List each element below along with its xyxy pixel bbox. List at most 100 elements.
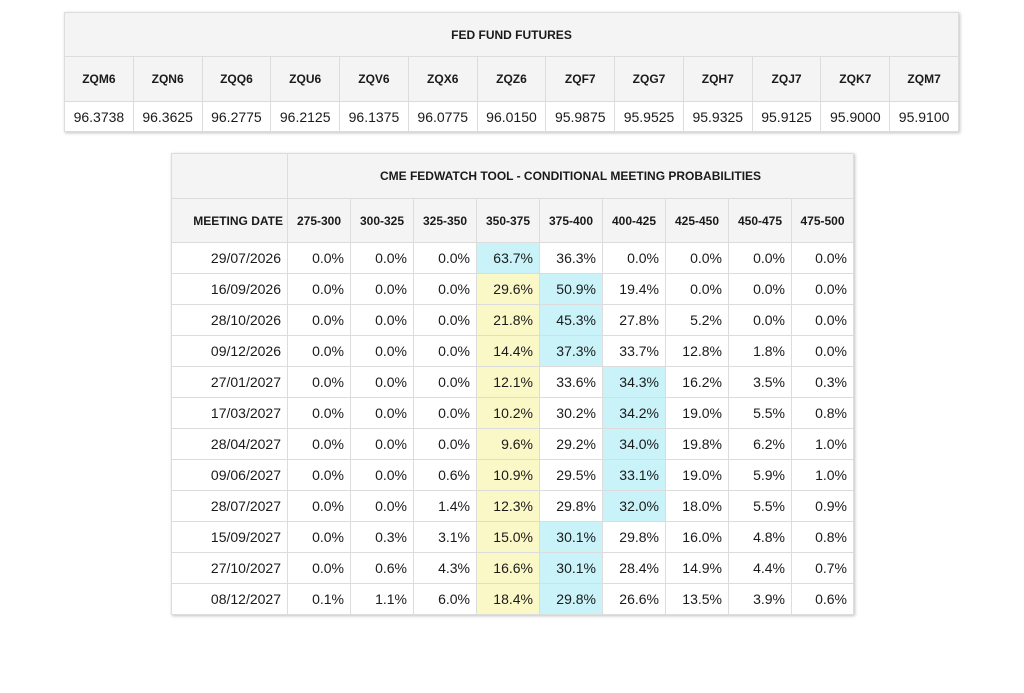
probability-cell: 4.4% — [728, 552, 792, 584]
probability-cell: 50.9% — [539, 273, 603, 305]
probability-cell: 21.8% — [476, 304, 540, 336]
fedwatch-corner-cell — [171, 153, 288, 199]
probability-cell: 1.4% — [413, 490, 477, 522]
probability-cell: 0.0% — [287, 428, 351, 460]
probability-cell: 19.4% — [602, 273, 666, 305]
probability-cell: 0.0% — [287, 397, 351, 429]
futures-contract-price: 95.9125 — [751, 101, 822, 132]
probability-cell: 19.8% — [665, 428, 729, 460]
meeting-row: 09/06/2027 0.0% 0.0% 0.6% 10.9% 29.5% 33.1% 19.… — [171, 459, 854, 491]
futures-contract-price: 96.0150 — [476, 101, 547, 132]
futures-contract-code: ZQU6 — [270, 56, 341, 102]
futures-contract-code: ZQX6 — [407, 56, 478, 102]
rate-range-header: 475-500 — [791, 198, 854, 243]
probability-cell: 10.2% — [476, 397, 540, 429]
probability-cell: 28.4% — [602, 552, 666, 584]
probability-cell: 0.0% — [791, 273, 854, 305]
futures-contract-price: 96.0775 — [407, 101, 478, 132]
futures-contract-price: 95.9100 — [889, 101, 959, 132]
probability-cell: 4.8% — [728, 521, 792, 553]
probability-cell: 0.0% — [413, 304, 477, 336]
probability-cell: 5.9% — [728, 459, 792, 491]
futures-contract-code: ZQM7 — [889, 56, 959, 102]
meeting-date: 28/04/2027 — [171, 428, 288, 460]
probability-cell: 1.0% — [791, 459, 854, 491]
meeting-date-header: MEETING DATE — [171, 198, 288, 243]
probability-cell: 6.0% — [413, 583, 477, 615]
probability-cell: 18.0% — [665, 490, 729, 522]
probability-cell: 0.0% — [413, 428, 477, 460]
probability-cell: 1.1% — [350, 583, 414, 615]
probability-cell: 0.0% — [413, 335, 477, 367]
meeting-row: 28/10/2026 0.0% 0.0% 0.0% 21.8% 45.3% 27.8% 5.2… — [171, 304, 854, 336]
rate-range-header: 425-450 — [665, 198, 729, 243]
meeting-row: 15/09/2027 0.0% 0.3% 3.1% 15.0% 30.1% 29.8% 16.… — [171, 521, 854, 553]
futures-contract-price: 95.9000 — [820, 101, 891, 132]
probability-cell: 12.3% — [476, 490, 540, 522]
probability-cell: 16.0% — [665, 521, 729, 553]
probability-cell: 1.0% — [791, 428, 854, 460]
futures-contract-price: 96.2125 — [270, 101, 341, 132]
futures-contract-code: ZQZ6 — [476, 56, 547, 102]
probability-cell: 14.9% — [665, 552, 729, 584]
probability-cell: 4.3% — [413, 552, 477, 584]
probability-cell: 34.2% — [602, 397, 666, 429]
probability-cell: 19.0% — [665, 397, 729, 429]
probability-cell: 0.0% — [350, 242, 414, 274]
futures-contract-price: 96.3738 — [64, 101, 134, 132]
meeting-date: 27/10/2027 — [171, 552, 288, 584]
probability-cell: 3.9% — [728, 583, 792, 615]
meeting-date: 16/09/2026 — [171, 273, 288, 305]
rate-range-header: 275-300 — [287, 198, 351, 243]
probability-cell: 29.2% — [539, 428, 603, 460]
futures-contract-code: ZQG7 — [614, 56, 684, 102]
probability-cell: 26.6% — [602, 583, 666, 615]
meeting-row: 29/07/2026 0.0% 0.0% 0.0% 63.7% 36.3% 0.0% 0.0%… — [171, 242, 854, 274]
probability-cell: 33.7% — [602, 335, 666, 367]
probability-cell: 0.0% — [602, 242, 666, 274]
rate-range-header: 350-375 — [476, 198, 540, 243]
futures-price-row: 96.3738 96.3625 96.2775 96.2125 96.1375 96.07… — [64, 101, 959, 132]
meeting-row: 28/04/2027 0.0% 0.0% 0.0% 9.6% 29.2% 34.0% 19.8… — [171, 428, 854, 460]
probability-cell: 34.0% — [602, 428, 666, 460]
probability-cell: 0.3% — [791, 366, 854, 398]
probability-cell: 19.0% — [665, 459, 729, 491]
futures-contract-code: ZQQ6 — [201, 56, 272, 102]
meeting-date: 15/09/2027 — [171, 521, 288, 553]
probability-cell: 33.1% — [602, 459, 666, 491]
futures-contract-price: 96.3625 — [132, 101, 203, 132]
meeting-date: 08/12/2027 — [171, 583, 288, 615]
meeting-row: 17/03/2027 0.0% 0.0% 0.0% 10.2% 30.2% 34.2% 19.… — [171, 397, 854, 429]
rate-range-header: 400-425 — [602, 198, 666, 243]
meeting-date: 29/07/2026 — [171, 242, 288, 274]
probability-cell: 29.8% — [539, 490, 603, 522]
rate-range-header: 375-400 — [539, 198, 603, 243]
probability-cell: 33.6% — [539, 366, 603, 398]
probability-cell: 0.0% — [413, 242, 477, 274]
probability-cell: 36.3% — [539, 242, 603, 274]
probability-cell: 0.0% — [728, 304, 792, 336]
meeting-date: 27/01/2027 — [171, 366, 288, 398]
probability-cell: 29.8% — [602, 521, 666, 553]
meeting-date: 28/10/2026 — [171, 304, 288, 336]
meeting-row: 08/12/2027 0.1% 1.1% 6.0% 18.4% 29.8% 26.6% 13.… — [171, 583, 854, 615]
probability-cell: 3.1% — [413, 521, 477, 553]
probability-cell: 13.5% — [665, 583, 729, 615]
probability-cell: 9.6% — [476, 428, 540, 460]
meeting-row: 16/09/2026 0.0% 0.0% 0.0% 29.6% 50.9% 19.4% 0.0… — [171, 273, 854, 305]
probability-cell: 0.0% — [287, 335, 351, 367]
fedwatch-probabilities-table: CME FEDWATCH TOOL - CONDITIONAL MEETING … — [171, 153, 854, 615]
probability-cell: 3.5% — [728, 366, 792, 398]
fedwatch-title: CME FEDWATCH TOOL - CONDITIONAL MEETING … — [287, 153, 854, 199]
probability-cell: 0.0% — [350, 335, 414, 367]
probability-cell: 0.1% — [287, 583, 351, 615]
probability-cell: 0.0% — [350, 397, 414, 429]
meeting-row: 27/10/2027 0.0% 0.6% 4.3% 16.6% 30.1% 28.4% 14.… — [171, 552, 854, 584]
rate-range-header: 450-475 — [728, 198, 792, 243]
probability-cell: 27.8% — [602, 304, 666, 336]
fedwatch-header-row: MEETING DATE 275-300 300-325 325-350 350-37… — [171, 198, 854, 243]
probability-cell: 0.0% — [287, 490, 351, 522]
probability-cell: 0.0% — [413, 273, 477, 305]
futures-contract-code: ZQJ7 — [751, 56, 822, 102]
probability-cell: 0.0% — [791, 304, 854, 336]
